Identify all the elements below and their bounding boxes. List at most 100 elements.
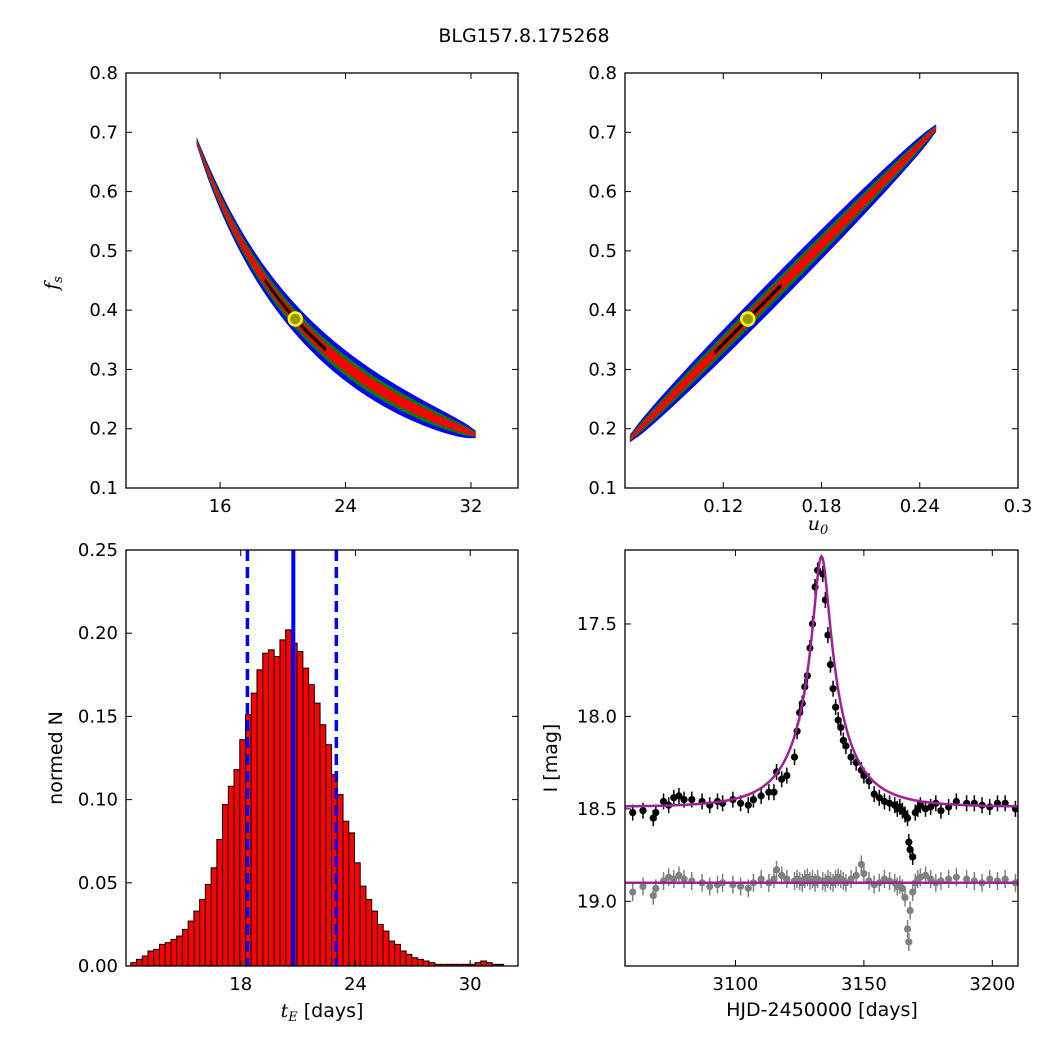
histogram-bar	[422, 960, 430, 966]
light-curve-plot-area	[625, 554, 1018, 951]
residual-point	[675, 871, 683, 880]
photometry-point	[905, 838, 913, 846]
histogram-bar	[239, 739, 247, 966]
histogram-bar	[325, 744, 333, 966]
tE-fs-ytick-label: 0.6	[89, 182, 118, 203]
photometry-point	[652, 808, 660, 817]
tE-fs-ytick-label: 0.7	[89, 122, 118, 143]
photometry-point	[826, 661, 835, 669]
residual-point	[783, 875, 791, 883]
tE-fs-band-2-sigma	[196, 138, 476, 437]
residual-point	[898, 884, 907, 892]
histogram-bar	[176, 935, 183, 966]
tE-fs-ytick-label: 0.5	[89, 241, 118, 262]
tE-fs-axes-frame	[125, 72, 519, 489]
tE-fs-band-best	[264, 277, 327, 353]
histogram-bar	[359, 885, 367, 966]
tE-fs-ytick-label: 0.4	[89, 300, 118, 321]
residual-point	[706, 882, 714, 891]
tE-histogram-ytick-label: 0.20	[78, 623, 118, 644]
histogram-bar	[371, 910, 378, 966]
light-curve-axes-frame	[624, 549, 1019, 967]
residual-point	[652, 884, 660, 892]
histogram-bar	[376, 923, 384, 966]
histogram-bar	[204, 883, 212, 966]
photometry-point	[927, 803, 935, 811]
histogram-bar	[382, 930, 390, 966]
histogram-bar	[285, 629, 292, 966]
photometry-point	[680, 796, 688, 804]
u0-fs-ytick-label: 0.4	[588, 300, 617, 321]
tE-fs-ytick-label: 0.1	[89, 478, 118, 499]
residual-point	[847, 875, 855, 883]
photometry-point	[790, 753, 799, 761]
residual-point	[736, 882, 745, 891]
residual-point	[778, 871, 786, 880]
histogram-bar	[181, 928, 189, 966]
u0-fs-band-1-sigma	[629, 126, 937, 441]
residual-point	[903, 925, 912, 933]
histogram-bar	[336, 794, 344, 966]
light-curve-ytick-label: 18.0	[577, 706, 617, 727]
light-curve-ytick-label: 17.5	[577, 614, 617, 635]
histogram-bar	[302, 667, 310, 966]
tE-histogram-xtick-label: 24	[344, 974, 367, 995]
residual-point	[772, 866, 781, 874]
tE-fs-ytick-label: 0.8	[89, 63, 118, 84]
histogram-bar	[262, 652, 269, 966]
photometry-point	[757, 792, 765, 800]
u0-fs-xtick-label: 0.3	[1004, 496, 1033, 517]
u0-fs-xtick-label: 0.24	[900, 496, 940, 517]
histogram-bar	[273, 655, 281, 966]
residual-point	[905, 938, 913, 946]
photometry-point	[649, 814, 657, 822]
residual-point	[860, 869, 868, 878]
histogram-bar	[187, 920, 195, 966]
residual-point	[744, 884, 752, 892]
photometry-point	[847, 753, 855, 761]
photometry-point	[909, 853, 917, 861]
tE-histogram-ytick-label: 0.15	[78, 706, 118, 727]
photometry-point	[736, 799, 745, 807]
u0-fs-ytick-label: 0.5	[588, 241, 617, 262]
light-curve-xtick-label: 3150	[841, 974, 887, 995]
photometry-point	[659, 797, 668, 806]
light-curve-xlabel: HJD-2450000 [days]	[726, 999, 918, 1021]
histogram-bar	[147, 950, 155, 966]
photometry-point	[839, 736, 847, 745]
histogram-bar	[480, 960, 487, 966]
u0-fs-panel: 0.12 0.18 0.24 0.3 0.1 0.2 0.3 0.4 0.5 0.6 0.7 0.8	[588, 63, 1032, 517]
residual-point	[906, 906, 914, 915]
photometry-point	[870, 790, 878, 798]
photometry-point	[765, 788, 773, 796]
residual-point	[857, 860, 865, 868]
model-curve	[625, 554, 1018, 808]
residual-point	[680, 875, 688, 883]
photometry-point	[749, 796, 758, 804]
photometry-point	[834, 716, 842, 724]
tE-fs-ytick-label: 0.3	[89, 359, 118, 380]
histogram-bar	[216, 839, 224, 966]
tE-histogram-axes-frame	[125, 549, 519, 967]
light-curve-xtick-label: 3100	[713, 974, 759, 995]
histogram-bar	[193, 910, 201, 966]
histogram-bar	[319, 724, 327, 966]
tE-histogram-ytick-label: 0.00	[78, 956, 118, 977]
histogram-bar	[279, 639, 287, 966]
histogram-bar	[136, 958, 143, 966]
histogram-bar	[348, 832, 356, 966]
residual-point	[986, 875, 994, 883]
tE-fs-xtick-label: 16	[209, 496, 232, 517]
residual-point	[639, 882, 647, 891]
photometry-point	[639, 807, 647, 815]
histogram-bar	[354, 862, 361, 966]
tE-histogram-xlabel: tE [days]	[281, 1000, 364, 1025]
u0-fs-xtick-label: 0.12	[703, 496, 743, 517]
photometry-point	[783, 771, 791, 780]
u0-fs-ytick-label: 0.7	[588, 122, 617, 143]
histogram-bar	[141, 955, 149, 966]
photometry-point	[837, 723, 845, 732]
histogram-bar	[394, 943, 401, 966]
tE-histogram-ytick-label: 0.05	[78, 873, 118, 894]
tE-fs-band-1-sigma	[196, 139, 476, 436]
